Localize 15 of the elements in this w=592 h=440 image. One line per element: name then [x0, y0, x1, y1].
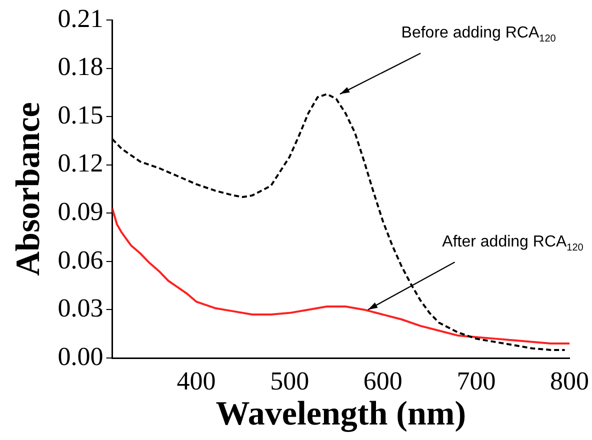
y-tick-label: 0.06	[58, 245, 104, 274]
y-tick-label: 0.09	[58, 196, 104, 226]
x-tick-label: 400	[176, 366, 216, 396]
y-tick-label: 0.00	[58, 342, 104, 371]
y-tick-label: 0.03	[58, 294, 104, 323]
y-tick-label: 0.18	[58, 52, 104, 82]
x-axis-title: Wavelength (nm)	[216, 395, 466, 432]
x-tick-label: 800	[550, 366, 589, 396]
y-axis-title: Absorbance	[10, 102, 48, 276]
x-tick-label: 600	[363, 366, 402, 396]
x-tick-label: 500	[270, 366, 310, 396]
x-tick-label: 700	[456, 366, 496, 396]
y-tick-label: 0.15	[58, 100, 104, 130]
y-tick-label: 0.21	[58, 4, 104, 33]
y-tick-label: 0.12	[58, 148, 104, 178]
